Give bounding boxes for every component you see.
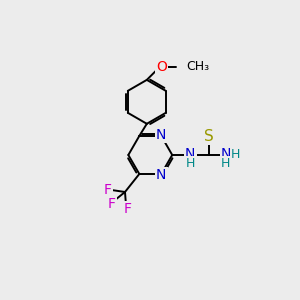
Text: N: N [156, 128, 166, 142]
Text: N: N [156, 168, 166, 182]
Text: H: H [231, 148, 240, 160]
Text: S: S [204, 128, 214, 143]
Text: N: N [185, 147, 195, 161]
Text: O: O [156, 60, 167, 74]
Text: F: F [108, 196, 116, 211]
Text: H: H [186, 157, 195, 170]
Text: F: F [103, 183, 111, 197]
Text: H: H [221, 157, 230, 170]
Text: N: N [220, 147, 231, 161]
Text: CH₃: CH₃ [187, 60, 210, 73]
Text: F: F [123, 202, 131, 216]
